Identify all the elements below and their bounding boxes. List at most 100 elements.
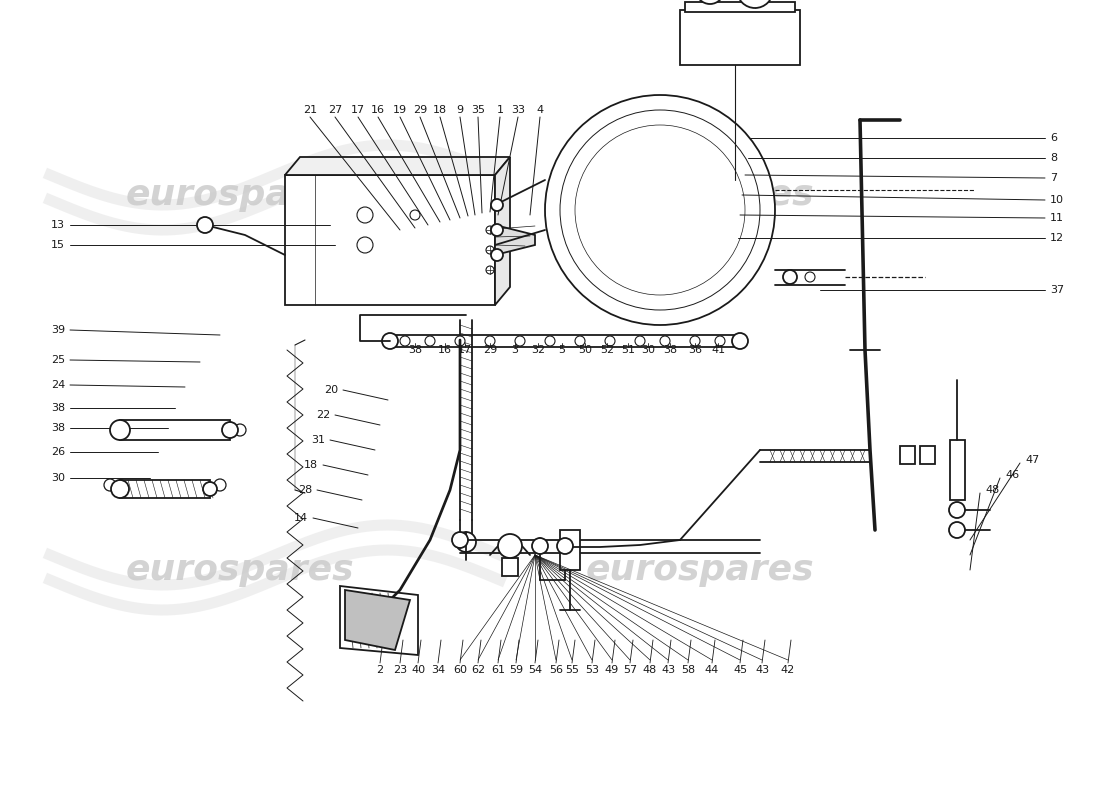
Text: 38: 38 [663,345,678,355]
Text: 28: 28 [298,485,312,495]
Text: 54: 54 [528,665,542,675]
Circle shape [805,272,815,282]
Bar [285,175,495,305]
Bar [630,165,690,255]
Circle shape [949,522,965,538]
Text: 48: 48 [642,665,657,675]
Polygon shape [495,157,510,305]
Circle shape [605,336,615,346]
Circle shape [557,538,573,554]
Text: 24: 24 [51,380,65,390]
Text: 38: 38 [51,423,65,433]
Circle shape [197,217,213,233]
Text: 6: 6 [1050,133,1057,143]
Text: 17: 17 [351,105,365,115]
Text: 60: 60 [453,665,468,675]
Text: eurospares: eurospares [585,178,814,212]
Text: 62: 62 [471,665,485,675]
Text: 20: 20 [323,385,338,395]
Text: eurospares: eurospares [125,553,354,587]
Text: 21: 21 [302,105,317,115]
Circle shape [696,0,724,4]
Text: 42: 42 [781,665,795,675]
Text: 38: 38 [408,345,422,355]
Text: 2: 2 [376,665,384,675]
Circle shape [544,336,556,346]
Circle shape [382,333,398,349]
Circle shape [452,532,468,548]
Circle shape [486,226,494,234]
Text: 13: 13 [51,220,65,230]
Text: 14: 14 [294,513,308,523]
Text: 22: 22 [316,410,330,420]
Circle shape [425,336,435,346]
Text: 45: 45 [733,665,747,675]
Text: 47: 47 [1025,455,1040,465]
Circle shape [635,336,645,346]
Text: 27: 27 [328,105,342,115]
Bar [120,420,230,440]
Polygon shape [345,590,410,650]
Text: 25: 25 [51,355,65,365]
Circle shape [204,482,217,496]
Text: 61: 61 [491,665,505,675]
Text: 41: 41 [711,345,725,355]
Text: 30: 30 [51,473,65,483]
Text: 46: 46 [1005,470,1019,480]
Bar [920,446,935,464]
Text: 16: 16 [371,105,385,115]
Text: 36: 36 [688,345,702,355]
Text: 18: 18 [433,105,447,115]
Text: 29: 29 [483,345,497,355]
Polygon shape [285,157,510,175]
Text: 23: 23 [393,665,407,675]
Text: 43: 43 [755,665,769,675]
Text: 37: 37 [1050,285,1064,295]
Bar [120,480,210,498]
Text: 59: 59 [509,665,524,675]
Text: 57: 57 [623,665,637,675]
Circle shape [732,333,748,349]
Text: 30: 30 [641,345,654,355]
Circle shape [455,336,465,346]
Text: 5: 5 [559,345,565,355]
Text: 11: 11 [1050,213,1064,223]
Text: 33: 33 [512,105,525,115]
Bar [900,446,915,464]
Text: 51: 51 [621,345,635,355]
Text: 32: 32 [531,345,546,355]
Circle shape [544,95,776,325]
Bar [950,440,965,500]
Circle shape [491,199,503,211]
Text: 31: 31 [311,435,324,445]
Text: 53: 53 [585,665,600,675]
Circle shape [111,480,129,498]
Text: eurospares: eurospares [585,553,814,587]
Text: 44: 44 [705,665,719,675]
Circle shape [491,224,503,236]
Text: 12: 12 [1050,233,1064,243]
Bar [560,530,580,570]
Circle shape [515,336,525,346]
Text: 48: 48 [984,485,999,495]
Text: 34: 34 [431,665,446,675]
Circle shape [715,336,725,346]
Text: 55: 55 [565,665,579,675]
Text: 16: 16 [438,345,452,355]
Text: 19: 19 [393,105,407,115]
Circle shape [491,249,503,261]
Text: 26: 26 [51,447,65,457]
Circle shape [486,266,494,274]
Text: 8: 8 [1050,153,1057,163]
Text: 9: 9 [456,105,463,115]
Text: 39: 39 [51,325,65,335]
Text: 7: 7 [1050,173,1057,183]
Text: 58: 58 [681,665,695,675]
Text: 50: 50 [578,345,592,355]
Circle shape [660,336,670,346]
Circle shape [400,336,410,346]
Circle shape [498,534,522,558]
Text: 3: 3 [512,345,518,355]
Text: 4: 4 [537,105,543,115]
Text: 15: 15 [51,240,65,250]
